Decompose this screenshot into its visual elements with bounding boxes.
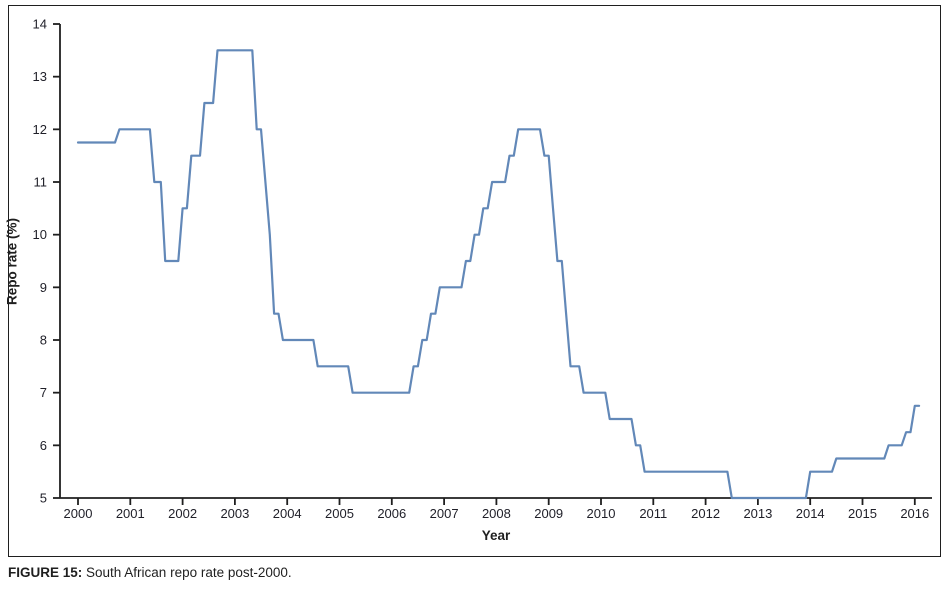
x-tick-label: 2005 <box>325 506 354 521</box>
y-tick-label: 10 <box>33 227 47 242</box>
figure-caption-text: South African repo rate post-2000. <box>82 565 292 580</box>
figure-caption: FIGURE 15: South African repo rate post-… <box>8 565 292 580</box>
y-tick-label: 12 <box>33 122 47 137</box>
x-tick-label: 2015 <box>848 506 877 521</box>
x-tick-label: 2002 <box>168 506 197 521</box>
x-tick-label: 2000 <box>64 506 93 521</box>
y-tick-label: 7 <box>40 385 47 400</box>
axes <box>59 24 932 499</box>
y-tick-label: 13 <box>33 69 47 84</box>
x-tick-label: 2009 <box>534 506 563 521</box>
repo-rate-chart: 5 6 7 8 9 10 11 12 13 14 2000 2001 2002 2003 2004 2005 2… <box>33 17 932 521</box>
y-tick-label: 5 <box>40 491 47 506</box>
x-tick-label: 2012 <box>691 506 720 521</box>
y-tick-label: 9 <box>40 280 47 295</box>
figure-caption-label: FIGURE 15: <box>8 565 83 580</box>
x-axis-title: Year <box>481 528 511 543</box>
y-tick-label: 8 <box>40 333 47 348</box>
figure-frame <box>8 5 941 557</box>
x-tick-label: 2004 <box>273 506 302 521</box>
x-tick-label: 2014 <box>796 506 825 521</box>
axis-tick-labels: 5 6 7 8 9 10 11 12 13 14 2000 2001 2002 2003 2004 2005 2… <box>33 17 930 521</box>
y-tick-label: 11 <box>34 175 48 190</box>
x-tick-label: 2013 <box>743 506 772 521</box>
axis-ticks <box>53 23 916 505</box>
repo-rate-line <box>76 49 921 500</box>
x-tick-label: 2008 <box>482 506 511 521</box>
x-tick-label: 2003 <box>220 506 249 521</box>
y-tick-label: 6 <box>40 438 47 453</box>
x-tick-label: 2011 <box>639 506 667 521</box>
x-tick-label: 2001 <box>116 506 145 521</box>
y-tick-label: 14 <box>33 17 47 32</box>
x-tick-label: 2010 <box>587 506 616 521</box>
x-tick-label: 2016 <box>900 506 929 521</box>
x-tick-label: 2006 <box>377 506 406 521</box>
y-axis-title: Repo rate (%) <box>4 218 20 306</box>
x-tick-label: 2007 <box>430 506 459 521</box>
